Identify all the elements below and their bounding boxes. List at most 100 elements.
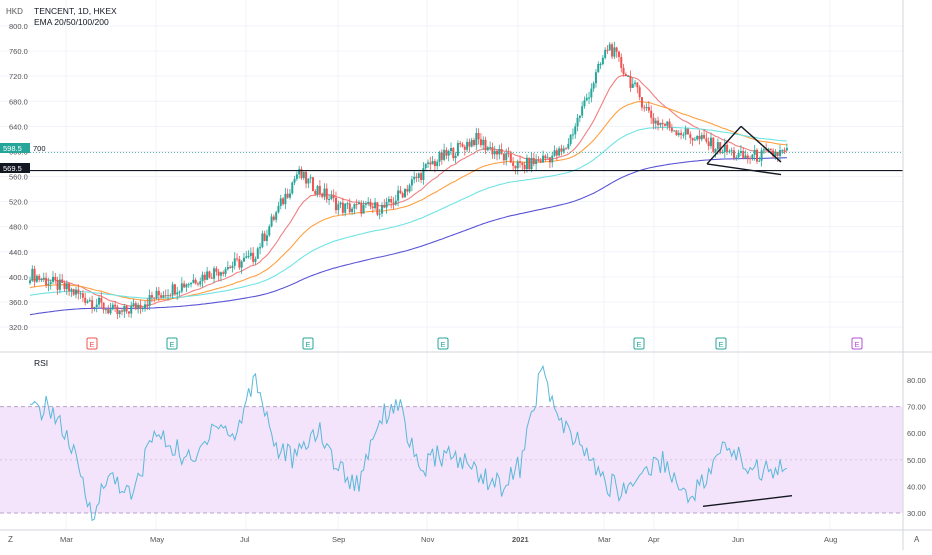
- candle-body: [367, 201, 370, 204]
- rsi-legend[interactable]: RSI: [34, 358, 48, 368]
- candle-body: [516, 161, 519, 169]
- earnings-event-marker[interactable]: E: [633, 337, 645, 350]
- candle-body: [652, 117, 655, 124]
- candle-body: [673, 130, 676, 132]
- candle-body: [157, 290, 160, 296]
- candle-body: [279, 198, 282, 206]
- earnings-event-marker[interactable]: E: [86, 337, 98, 350]
- zoom-toggle-z[interactable]: Z: [8, 535, 13, 544]
- candle-body: [229, 266, 232, 268]
- rsi-axis-label: 60.00: [907, 429, 926, 438]
- time-axis-label: Mar: [598, 535, 611, 544]
- candle-body: [684, 128, 687, 135]
- ema-200-line[interactable]: [29, 157, 787, 316]
- trendline-drawings[interactable]: [0, 125, 903, 176]
- candle-body: [38, 275, 41, 280]
- candle-body: [302, 171, 305, 179]
- candle-body: [341, 202, 344, 213]
- ema-50-line[interactable]: [29, 101, 787, 302]
- rsi-line[interactable]: [29, 364, 788, 522]
- candle-body: [148, 295, 151, 306]
- candle-body: [760, 150, 763, 161]
- price-axis-label: 800.0: [9, 22, 28, 31]
- candle-body: [514, 166, 517, 169]
- earnings-label: E: [170, 340, 175, 349]
- candle-body: [436, 161, 439, 166]
- triangle-upper-trendline[interactable]: [740, 125, 782, 163]
- candle-body: [364, 203, 367, 205]
- candle-body: [714, 149, 717, 152]
- candle-body: [571, 134, 574, 136]
- candle-body: [643, 107, 646, 109]
- candle-body: [81, 293, 84, 298]
- candle-body: [226, 266, 229, 270]
- candle-body: [35, 275, 38, 282]
- candle-body: [86, 301, 89, 303]
- candle-body: [617, 51, 620, 57]
- candle-body: [325, 188, 328, 200]
- candle-body: [222, 272, 225, 274]
- candle-body: [440, 152, 443, 160]
- triangle-lower-trendline[interactable]: [706, 163, 782, 176]
- candle-body: [65, 283, 68, 290]
- candle-body: [376, 202, 379, 215]
- price-axis-label: 680.0: [9, 97, 28, 106]
- earnings-event-marker[interactable]: E: [166, 337, 178, 350]
- rsi-axis-label: 30.00: [907, 509, 926, 518]
- candle-body: [146, 304, 149, 306]
- candle-body: [178, 291, 181, 293]
- rsi-divergence-trendline[interactable]: [702, 495, 793, 508]
- candle-body: [693, 139, 696, 141]
- candle-body: [746, 155, 749, 159]
- candle-body: [284, 193, 287, 205]
- candle-body: [334, 197, 337, 211]
- time-axis-label: Sep: [332, 535, 345, 544]
- indicator-legend[interactable]: EMA 20/50/100/200: [34, 17, 109, 27]
- candle-body: [475, 133, 478, 146]
- candle-body: [196, 283, 199, 285]
- candle-body: [190, 282, 193, 285]
- candle-body: [645, 107, 648, 109]
- triangle-left-trendline[interactable]: [706, 125, 742, 165]
- auto-scale-a[interactable]: A: [914, 535, 920, 544]
- candle-body: [631, 83, 634, 88]
- candle-body: [657, 120, 660, 126]
- candle-body: [758, 160, 761, 162]
- earnings-label: E: [306, 340, 311, 349]
- earnings-event-marker[interactable]: E: [437, 337, 449, 350]
- candle-body: [498, 149, 501, 155]
- earnings-icon: [851, 337, 863, 350]
- candle-body: [348, 203, 351, 213]
- candle-body: [219, 272, 222, 276]
- earnings-event-marker[interactable]: E: [851, 337, 863, 350]
- candle-body: [611, 44, 614, 57]
- candle-body: [700, 135, 703, 140]
- earnings-event-marker[interactable]: E: [302, 337, 314, 350]
- candle-body: [383, 204, 386, 208]
- earnings-event-marker[interactable]: E: [715, 337, 727, 350]
- candle-body: [187, 284, 190, 286]
- candle-body: [620, 56, 623, 68]
- candle-body: [491, 147, 494, 155]
- candle-body: [242, 257, 245, 262]
- candle-body: [169, 295, 172, 297]
- time-axis-label: Nov: [421, 535, 435, 544]
- candle-body: [668, 121, 671, 128]
- candle-body: [259, 247, 262, 249]
- candle-body: [765, 149, 768, 151]
- candle-body: [277, 205, 280, 213]
- candle-body: [153, 297, 156, 299]
- rsi-axis-label: 50.00: [907, 456, 926, 465]
- candle-body: [707, 141, 710, 147]
- symbol-title[interactable]: TENCENT, 1D, HKEX: [34, 6, 117, 16]
- candle-body: [774, 152, 777, 157]
- candle-body: [54, 276, 57, 280]
- price-axis-label: 360.0: [9, 298, 28, 307]
- ema-20-line[interactable]: [29, 75, 787, 307]
- candle-body: [502, 153, 505, 161]
- candle-body: [98, 297, 101, 305]
- candle-body: [52, 276, 55, 282]
- candle-body: [217, 271, 220, 276]
- candle-body: [560, 148, 563, 152]
